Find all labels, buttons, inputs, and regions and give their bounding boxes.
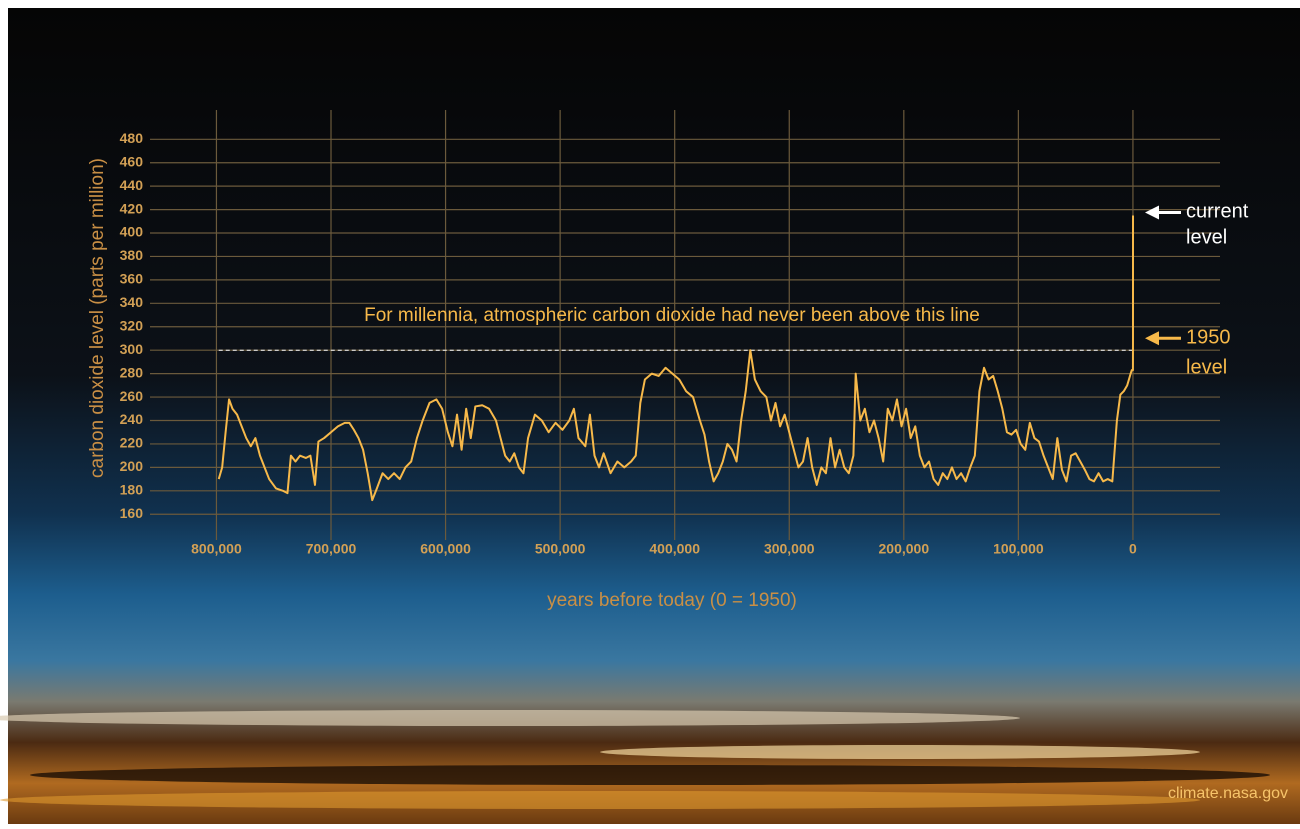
cloud-shadow xyxy=(30,765,1270,785)
y-tick-label: 480 xyxy=(120,130,144,146)
y-tick-label: 320 xyxy=(120,317,144,333)
x-tick-label: 800,000 xyxy=(191,541,242,557)
y-tick-label: 380 xyxy=(120,247,144,263)
level-1950-label: level xyxy=(1186,356,1227,378)
cloud xyxy=(600,745,1200,759)
level-1950-arrow-head xyxy=(1145,331,1159,346)
x-tick-label: 100,000 xyxy=(993,541,1044,557)
y-tick-label: 440 xyxy=(120,177,144,193)
cloud xyxy=(0,791,1200,809)
y-tick-label: 200 xyxy=(120,458,144,474)
y-tick-label: 400 xyxy=(120,224,144,240)
current-label: level xyxy=(1186,227,1227,249)
current-label: current xyxy=(1186,201,1249,223)
x-tick-label: 400,000 xyxy=(649,541,700,557)
x-axis-label: years before today (0 = 1950) xyxy=(547,590,797,611)
y-tick-label: 180 xyxy=(120,481,144,497)
x-tick-label: 200,000 xyxy=(879,541,930,557)
plot: current level 1950 level xyxy=(217,201,1249,502)
source: climate.nasa.gov xyxy=(1168,785,1288,802)
annotation: For millennia, atmospheric carbon dioxid… xyxy=(364,305,980,326)
y-tick-label: 460 xyxy=(120,153,144,169)
grid: 160 180 200 220 240 260 280 300 320 340 360 380 400 4… xyxy=(120,110,1220,557)
y-tick-label: 360 xyxy=(120,271,144,287)
co2-line xyxy=(217,215,1135,502)
y-tick-label: 280 xyxy=(120,364,144,380)
level-1950-label: 1950 xyxy=(1186,326,1231,348)
y-tick-label: 160 xyxy=(120,505,144,521)
y-tick-label: 340 xyxy=(120,294,144,310)
x-tick-label: 700,000 xyxy=(306,541,357,557)
background xyxy=(8,8,1300,824)
y-tick-label: 240 xyxy=(120,411,144,427)
cloud xyxy=(0,710,1020,726)
current-arrow-head xyxy=(1145,205,1159,220)
y-axis-label: carbon dioxide level (parts per million) xyxy=(87,158,108,478)
y-tick-label: 300 xyxy=(120,341,144,357)
x-tick-label: 500,000 xyxy=(535,541,586,557)
x-tick-label: 0 xyxy=(1129,541,1137,557)
y-tick-label: 260 xyxy=(120,388,144,404)
x-tick-label: 300,000 xyxy=(764,541,815,557)
x-tick-label: 600,000 xyxy=(420,541,471,557)
y-tick-label: 420 xyxy=(120,200,144,216)
y-tick-label: 220 xyxy=(120,435,144,451)
